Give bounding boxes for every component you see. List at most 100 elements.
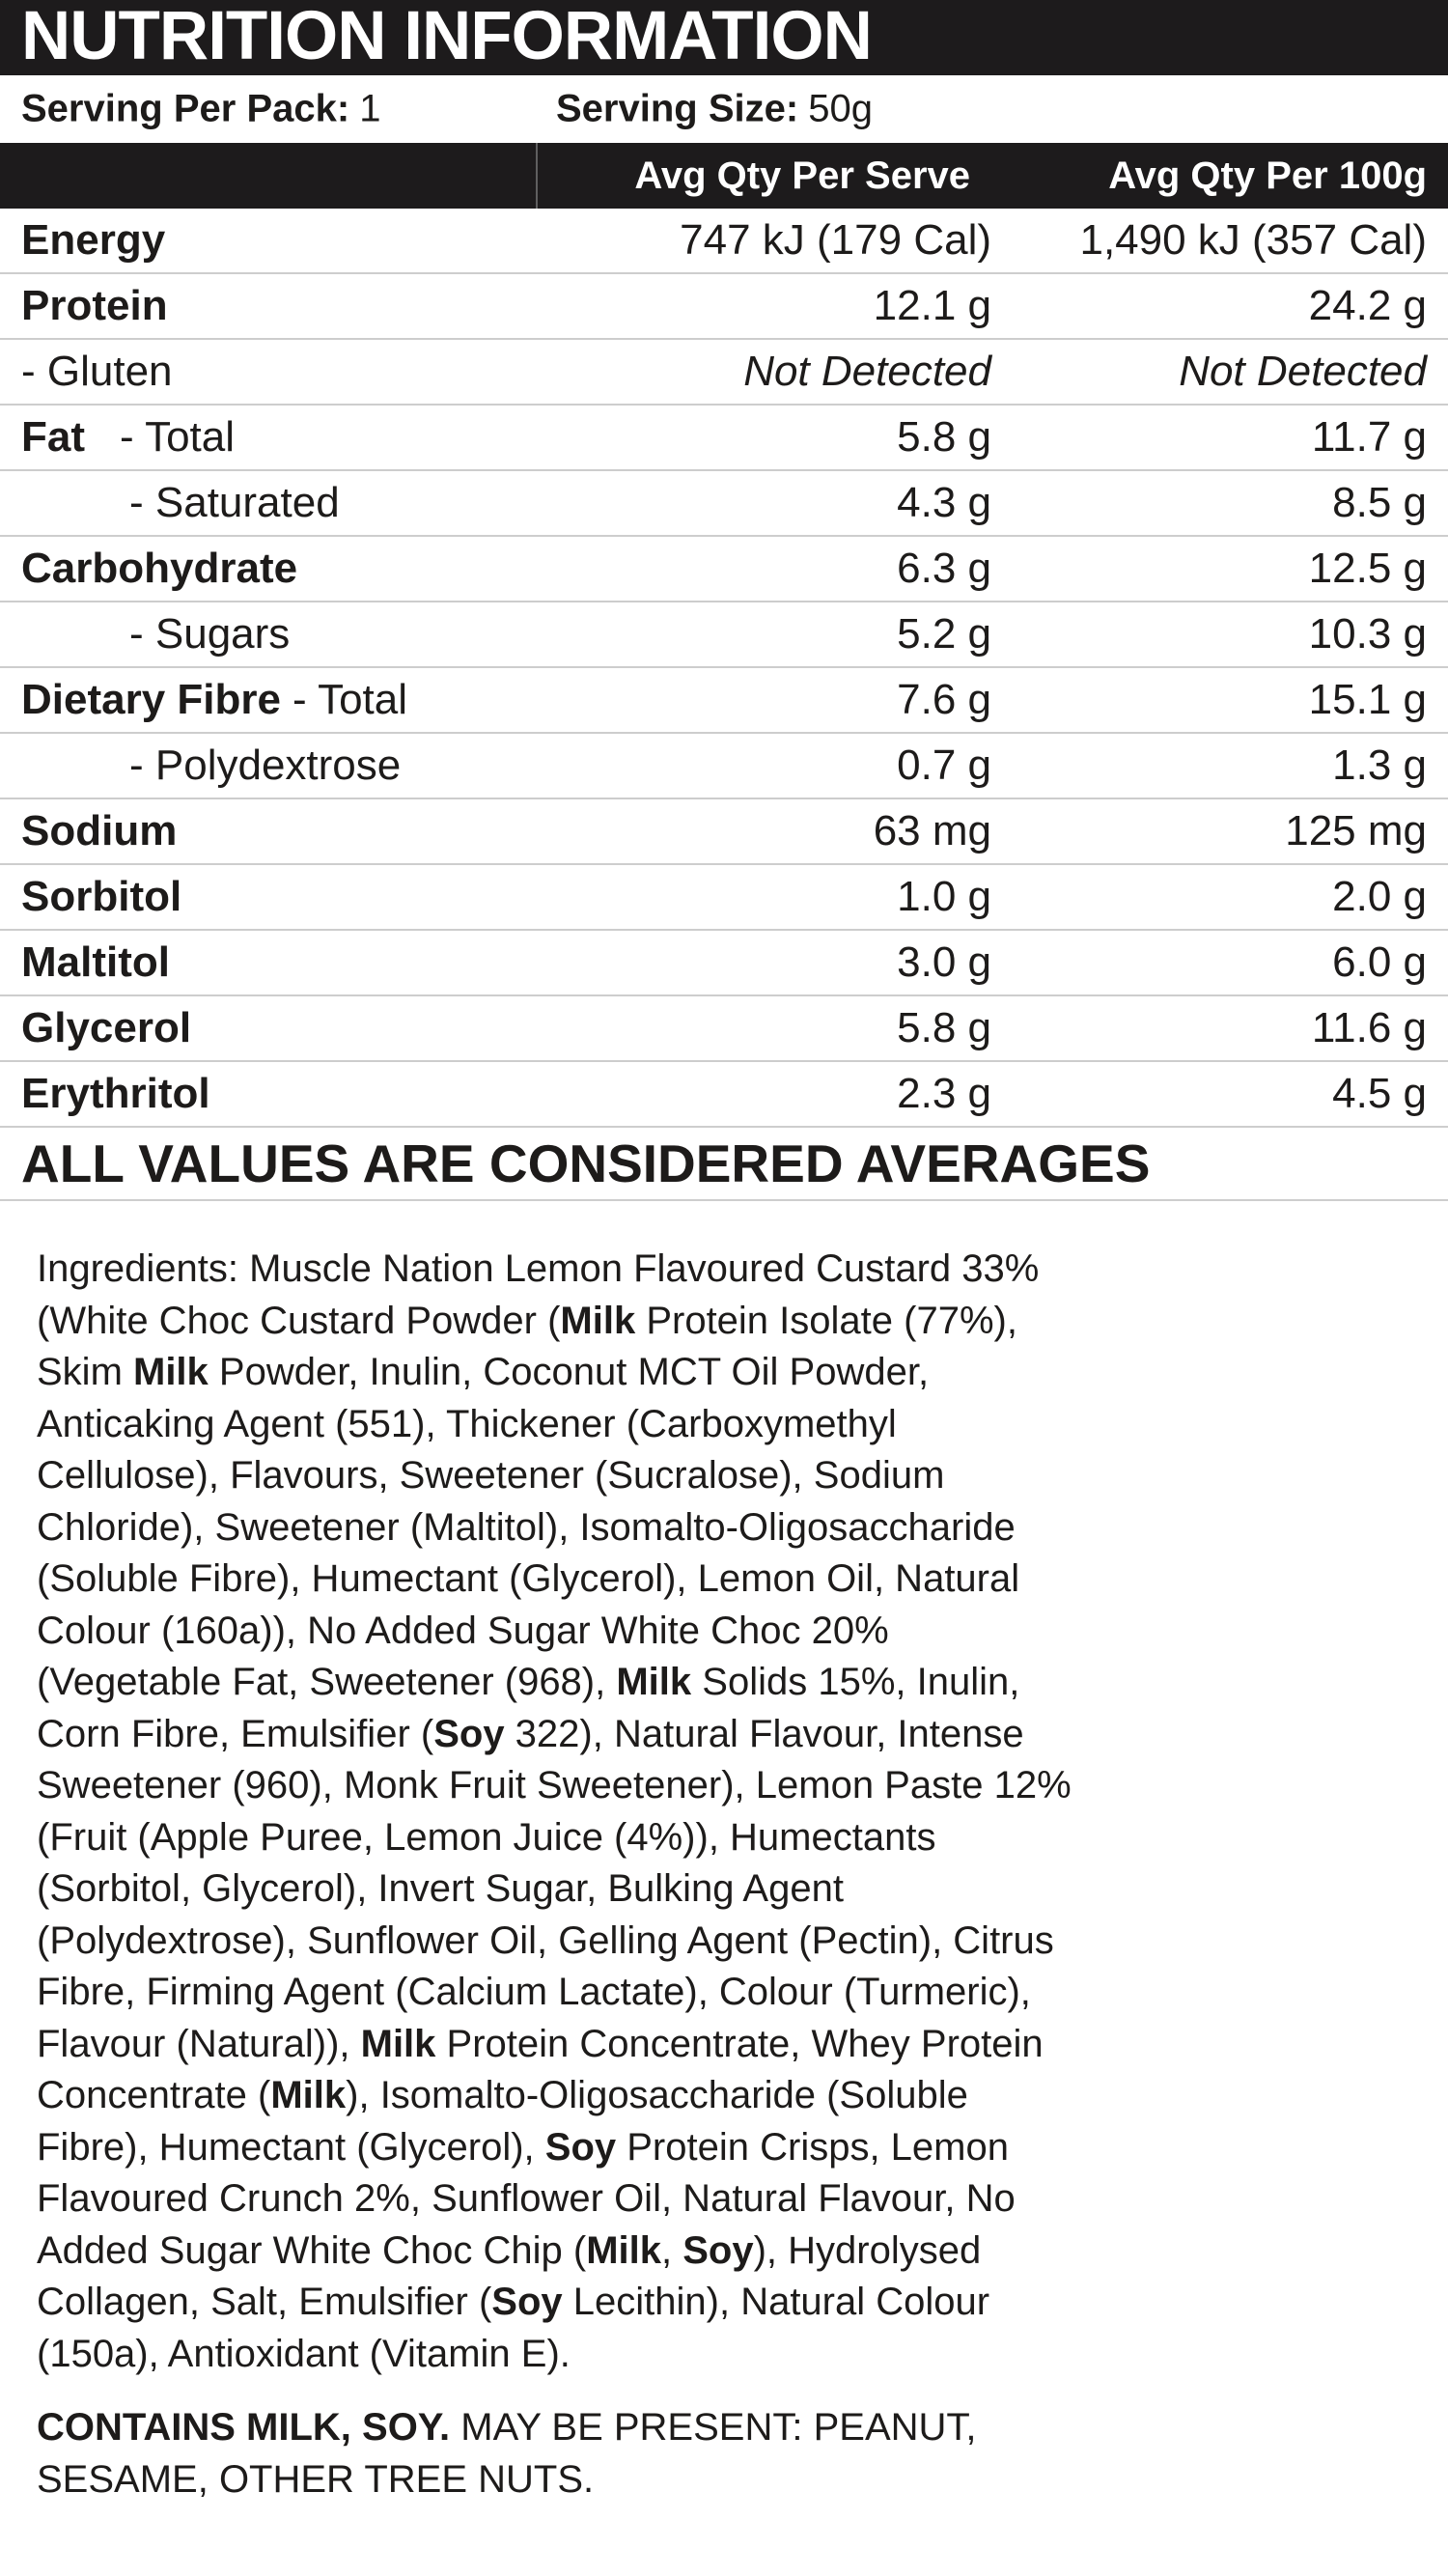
serving-size-label: Serving Size:: [556, 87, 799, 130]
value-per-serve: 6.3 g: [897, 545, 991, 592]
value-per-100g: 24.2 g: [1308, 282, 1427, 329]
text-line: (Polydextrose), Sunflower Oil, Gelling A…: [37, 1918, 1054, 1962]
row-label: Protein: [21, 282, 168, 329]
row-label: Carbohydrate: [21, 545, 298, 592]
value-per-serve: 5.8 g: [897, 1004, 991, 1051]
row-erythritol: Erythritol 2.3 g 4.5 g: [0, 1062, 1448, 1128]
page-title: NUTRITION INFORMATION: [21, 0, 873, 74]
allergen-statement: CONTAINS MILK, SOY. MAY BE PRESENT: PEAN…: [0, 2380, 1448, 2506]
value-per-serve: 12.1 g: [873, 282, 991, 329]
row-label: Sorbitol: [21, 873, 182, 920]
value-per-serve: 7.6 g: [897, 676, 991, 723]
row-energy: Energy 747 kJ (179 Cal) 1,490 kJ (357 Ca…: [0, 209, 1448, 274]
text-line: Ingredients: Muscle Nation Lemon Flavour…: [37, 1247, 1040, 1290]
serving-size: Serving Size: 50g: [556, 88, 873, 131]
row-sugars: - Sugars 5.2 g 10.3 g: [0, 602, 1448, 668]
value-per-serve: 5.2 g: [897, 610, 991, 658]
text-line: Cellulose), Flavours, Sweetener (Sucralo…: [37, 1454, 945, 1497]
row-sublabel: - Total: [292, 676, 408, 723]
text-line: Colour (160a)), No Added Sugar White Cho…: [37, 1609, 889, 1652]
column-header-per-serve: Avg Qty Per Serve: [634, 154, 970, 197]
value-per-serve: 3.0 g: [897, 938, 991, 986]
row-label: - Gluten: [21, 348, 173, 395]
text-line: SESAME, OTHER TREE NUTS.: [37, 2458, 595, 2501]
text-line: Added Sugar White Choc Chip (Milk, Soy),…: [37, 2228, 982, 2272]
row-fat-total: Fat - Total 5.8 g 11.7 g: [0, 406, 1448, 471]
row-maltitol: Maltitol 3.0 g 6.0 g: [0, 931, 1448, 996]
value-per-serve: 5.8 g: [897, 413, 991, 461]
column-header-per-100g: Avg Qty Per 100g: [1108, 154, 1427, 197]
text-line: Chloride), Sweetener (Maltitol), Isomalt…: [37, 1505, 1016, 1549]
text-line: CONTAINS MILK, SOY. MAY BE PRESENT: PEAN…: [37, 2406, 977, 2449]
value-per-100g: 6.0 g: [1332, 938, 1427, 986]
value-per-serve: 4.3 g: [897, 479, 991, 526]
nutrient-table: Energy 747 kJ (179 Cal) 1,490 kJ (357 Ca…: [0, 209, 1448, 1128]
value-per-100g: 1.3 g: [1332, 742, 1427, 789]
text-line: (White Choc Custard Powder (Milk Protein…: [37, 1299, 1017, 1342]
serving-per-pack-label: Serving Per Pack:: [21, 87, 350, 130]
value-per-serve: 2.3 g: [897, 1070, 991, 1117]
value-per-100g: 1,490 kJ (357 Cal): [1079, 216, 1427, 264]
row-label: Maltitol: [21, 938, 170, 986]
row-polydextrose: - Polydextrose 0.7 g 1.3 g: [0, 734, 1448, 799]
row-label: Fat: [21, 413, 85, 461]
row-label: Glycerol: [21, 1004, 192, 1051]
text-line: (150a), Antioxidant (Vitamin E).: [37, 2332, 571, 2375]
text-line: Anticaking Agent (551), Thickener (Carbo…: [37, 1402, 897, 1445]
row-label: - Sugars: [129, 610, 291, 658]
row-label: - Saturated: [129, 479, 340, 526]
text-line: Fibre, Firming Agent (Calcium Lactate), …: [37, 1971, 1031, 2013]
text-line: Corn Fibre, Emulsifier (Soy 322), Natura…: [37, 1712, 1024, 1755]
value-per-serve: 747 kJ (179 Cal): [680, 216, 991, 264]
value-per-100g: 8.5 g: [1332, 479, 1427, 526]
serving-size-value: 50g: [808, 87, 873, 130]
row-label: Energy: [21, 216, 166, 264]
row-protein: Protein 12.1 g 24.2 g: [0, 274, 1448, 340]
column-header-spacer: [0, 143, 538, 209]
text-line: Flavour (Natural)), Milk Protein Concent…: [37, 2022, 1044, 2065]
row-fat-saturated: - Saturated 4.3 g 8.5 g: [0, 471, 1448, 537]
ingredients-paragraph: Ingredients: Muscle Nation Lemon Flavour…: [0, 1201, 1448, 2380]
value-per-100g: 15.1 g: [1308, 676, 1427, 723]
serving-per-pack-value: 1: [359, 87, 381, 130]
text-line: (Sorbitol, Glycerol), Invert Sugar, Bulk…: [37, 1867, 844, 1910]
text-line: (Vegetable Fat, Sweetener (968), Milk So…: [37, 1661, 1020, 1703]
text-line: Flavoured Crunch 2%, Sunflower Oil, Natu…: [37, 2177, 1016, 2220]
row-label: - Polydextrose: [129, 742, 402, 789]
title-bar: NUTRITION INFORMATION: [0, 0, 1448, 75]
row-label: Sodium: [21, 807, 178, 854]
row-label: Erythritol: [21, 1070, 210, 1117]
row-dietary-fibre-total: Dietary Fibre - Total 7.6 g 15.1 g: [0, 668, 1448, 734]
text-line: Skim Milk Powder, Inulin, Coconut MCT Oi…: [37, 1351, 930, 1393]
value-per-100g: 11.6 g: [1311, 1004, 1427, 1051]
row-glycerol: Glycerol 5.8 g 11.6 g: [0, 996, 1448, 1062]
text-line: (Fruit (Apple Puree, Lemon Juice (4%)), …: [37, 1815, 936, 1859]
value-per-100g: Not Detected: [1179, 348, 1427, 395]
value-per-serve: 0.7 g: [897, 742, 991, 789]
row-sublabel: - Total: [120, 413, 236, 461]
value-per-serve: Not Detected: [743, 348, 991, 395]
value-per-serve: 63 mg: [873, 807, 991, 854]
row-carbohydrate: Carbohydrate 6.3 g 12.5 g: [0, 537, 1448, 602]
text-line: Sweetener (960), Monk Fruit Sweetener), …: [37, 1764, 1072, 1806]
row-label: Dietary Fibre: [21, 676, 281, 723]
text-line: Concentrate (Milk), Isomalto-Oligosaccha…: [37, 2074, 968, 2116]
value-per-100g: 11.7 g: [1311, 413, 1427, 461]
column-header-bar: Avg Qty Per Serve Avg Qty Per 100g: [0, 143, 1448, 209]
averages-note: ALL VALUES ARE CONSIDERED AVERAGES: [0, 1128, 1448, 1201]
serving-info-row: Serving Per Pack: 1 Serving Size: 50g: [0, 75, 1448, 143]
text-line: Fibre), Humectant (Glycerol), Soy Protei…: [37, 2125, 1009, 2169]
text-line: Collagen, Salt, Emulsifier (Soy Lecithin…: [37, 2281, 990, 2323]
value-per-100g: 125 mg: [1285, 807, 1427, 854]
row-gluten: - Gluten Not Detected Not Detected: [0, 340, 1448, 406]
value-per-100g: 2.0 g: [1332, 873, 1427, 920]
value-per-100g: 12.5 g: [1308, 545, 1427, 592]
row-sorbitol: Sorbitol 1.0 g 2.0 g: [0, 865, 1448, 931]
value-per-serve: 1.0 g: [897, 873, 991, 920]
serving-per-pack: Serving Per Pack: 1: [21, 88, 380, 131]
value-per-100g: 10.3 g: [1308, 610, 1427, 658]
value-per-100g: 4.5 g: [1332, 1070, 1427, 1117]
text-line: (Soluble Fibre), Humectant (Glycerol), L…: [37, 1557, 1020, 1600]
row-sodium: Sodium 63 mg 125 mg: [0, 799, 1448, 865]
